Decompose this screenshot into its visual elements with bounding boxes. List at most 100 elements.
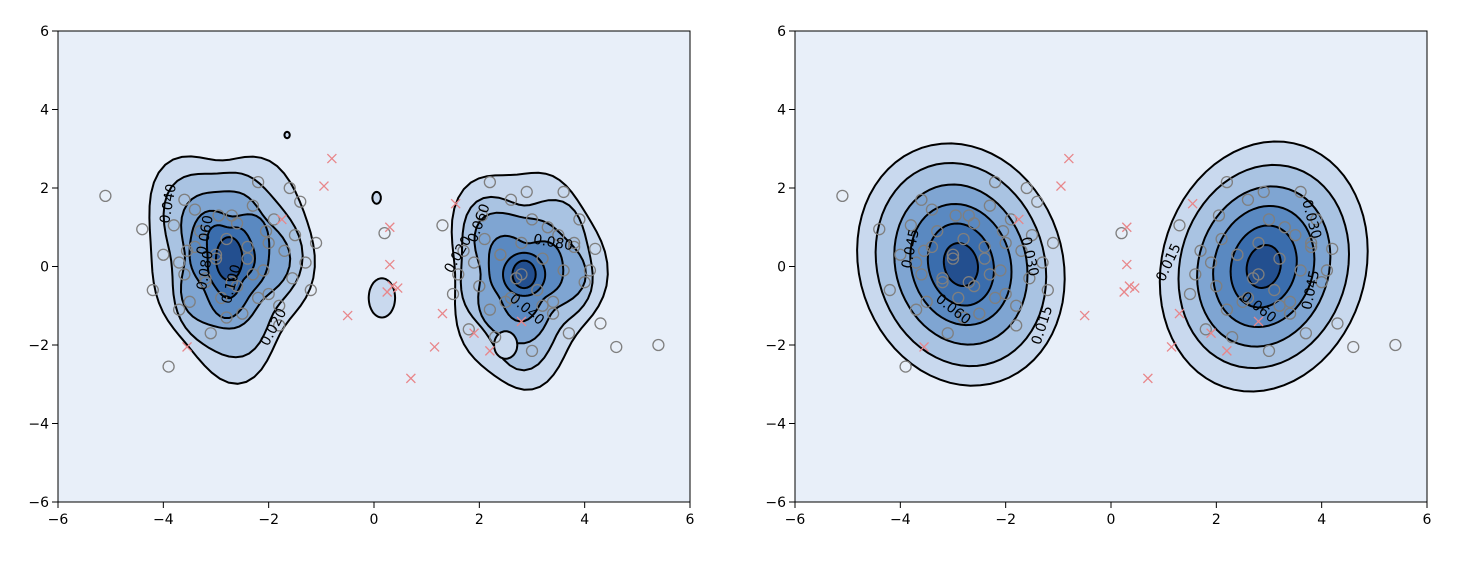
missing-point-stroke [1056,181,1066,191]
observed-point [1215,232,1228,246]
y-tick-label: 0 [777,260,786,276]
observed-point [1262,344,1276,358]
missing-point [1121,222,1132,233]
observed-point [967,279,981,293]
missing-point [1079,310,1090,321]
observed-point [457,244,470,257]
observed-point [1231,248,1244,261]
x-tick-label: 4 [580,512,589,528]
missing-point-stroke [1124,281,1135,292]
observed-point [1273,252,1286,265]
contour-island-3 [371,190,382,205]
observed-point [136,223,149,236]
missing-point [1013,214,1024,225]
missing-point-stroke [342,310,353,321]
observed-point [220,232,233,246]
observed-point [288,228,302,242]
observed-point [962,209,975,222]
missing-point-stroke [1129,283,1140,294]
observed-point [988,291,1002,305]
observed-point [1241,193,1255,206]
observed-point [446,287,460,301]
y-tick-label: 6 [777,24,786,40]
observed-point [99,189,112,203]
observed-point [952,291,965,305]
observed-point [546,307,560,320]
observed-point [1289,228,1302,242]
observed-point [1273,299,1286,312]
missing-point [1142,373,1153,384]
missing-point [276,214,287,225]
observed-point [304,283,317,297]
observed-point [483,303,497,316]
observed-point [273,319,286,332]
contour-label: 0.080 [532,232,574,255]
observed-point [178,268,191,281]
observed-point [294,195,307,208]
observed-point [525,344,539,358]
observed-point [531,283,544,297]
missing-point-stroke [1253,316,1264,327]
missing-point-stroke [276,214,287,225]
missing-point [1166,342,1177,352]
observed-point [241,252,254,265]
observed-point [1046,236,1060,250]
observed-point [257,264,270,277]
missing-point [342,310,353,321]
y-tick-label: 2 [777,181,786,197]
missing-point [1174,308,1185,319]
missing-point-stroke [1079,310,1090,321]
observed-point [883,283,896,297]
missing-point [437,308,448,319]
missing-point [1221,345,1232,356]
missing-point-stroke [1121,222,1132,233]
observed-point [286,272,299,285]
x-tick-label: −4 [153,512,174,528]
missing-point-stroke [1166,342,1177,352]
observed-point [904,219,918,232]
observed-point [488,330,502,344]
observed-point [1204,256,1218,269]
observed-points [99,175,665,373]
observed-point [204,327,217,340]
observed-point [1194,244,1207,257]
observed-point [1210,279,1223,293]
y-tick-label: −4 [28,417,49,433]
missing-point-stroke [1013,214,1024,225]
observed-point [589,242,602,255]
missing-point [387,281,398,292]
observed-point [1220,303,1234,316]
observed-point [1347,340,1360,354]
observed-point [1115,226,1128,240]
contour-island-4 [283,130,291,140]
missing-point [384,259,395,270]
contour-island-1 [367,277,397,319]
observed-point [1010,299,1023,312]
x-tick-label: 0 [370,512,379,528]
observed-point [452,268,465,281]
observed-point [1294,264,1307,277]
observed-point [983,199,997,212]
observed-point [1036,256,1049,269]
missing-point [182,342,192,352]
observed-point [178,193,191,206]
missing-point [484,345,495,356]
x-tick-label: 2 [475,512,484,528]
missing-point [469,328,480,339]
observed-point [936,276,949,289]
observed-point [215,291,228,305]
observed-point [230,279,244,293]
missing-point [1129,283,1140,294]
axis-ticks: −6 −4 −2 0 2 4 6 −6 −4 −2 0 2 4 6 [765,24,1431,528]
observed-point [1257,185,1270,199]
observed-point [299,256,312,269]
x-tick-label: 2 [1212,512,1221,528]
observed-point [1252,236,1265,250]
missing-point [1253,316,1264,327]
observed-point [462,323,475,336]
x-tick-label: 6 [1423,512,1432,528]
missing-point [450,198,461,209]
observed-point [1173,219,1186,232]
observed-point [267,213,281,226]
